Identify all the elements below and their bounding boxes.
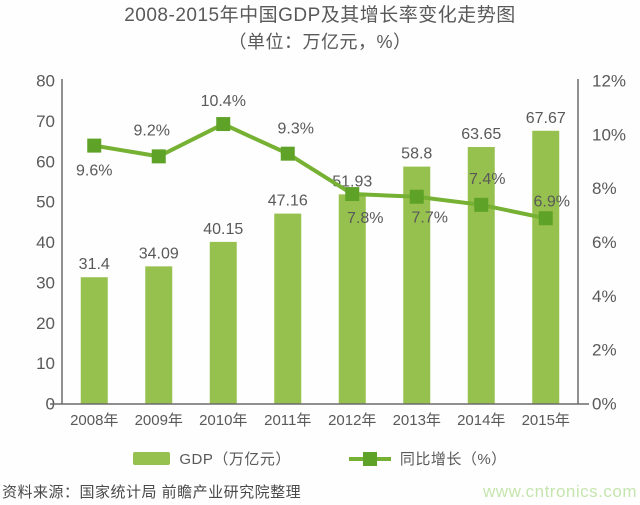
growth-marker <box>216 117 231 132</box>
right-axis-tick-label: 8% <box>592 179 617 198</box>
legend-label-growth: 同比增长（%） <box>399 451 507 468</box>
gdp-bar <box>532 130 560 404</box>
growth-value-label: 9.3% <box>278 121 314 138</box>
left-axis-tick-label: 70 <box>36 112 55 131</box>
growth-marker <box>409 189 424 204</box>
growth-value-label: 7.8% <box>347 210 383 227</box>
growth-line-swatch-icon <box>348 451 391 466</box>
gdp-value-label: 47.16 <box>268 193 308 210</box>
gdp-bar <box>274 213 302 404</box>
gdp-bar-swatch-icon <box>133 452 171 465</box>
watermark-url: www.cntronics.com <box>483 482 637 501</box>
gdp-bar <box>145 266 173 404</box>
growth-value-label: 10.4% <box>201 93 246 110</box>
x-axis-category-label: 2010年 <box>199 412 247 429</box>
growth-line <box>93 121 547 221</box>
chart-subtitle: （单位：万亿元，%） <box>228 32 412 52</box>
growth-marker <box>474 197 489 212</box>
x-axis-category-label: 2012年 <box>328 412 376 429</box>
right-axis-tick-label: 0% <box>592 395 617 414</box>
gdp-value-label: 40.15 <box>203 221 243 238</box>
x-axis-category-label: 2009年 <box>135 412 183 429</box>
legend-label-gdp: GDP（万亿元） <box>179 451 291 468</box>
left-axis-tick-label: 20 <box>36 314 55 333</box>
gdp-bar <box>467 147 495 404</box>
gdp-value-label: 63.65 <box>461 126 501 143</box>
right-axis-tick-label: 12% <box>592 72 626 91</box>
left-axis-tick-label: 10 <box>36 354 55 373</box>
gdp-bar <box>403 166 431 404</box>
growth-value-label: 6.9% <box>534 193 570 210</box>
x-axis-category-label: 2015年 <box>522 412 570 429</box>
gdp-value-label: 31.4 <box>79 256 110 273</box>
left-axis-tick-label: 80 <box>36 72 55 91</box>
growth-marker <box>538 211 553 226</box>
left-axis-tick-label: 50 <box>36 193 55 212</box>
gdp-bar <box>338 194 366 404</box>
growth-marker <box>87 138 102 153</box>
growth-marker <box>280 146 295 161</box>
chart-title: 2008-2015年中国GDP及其增长率变化走势图 <box>124 5 516 26</box>
data-source-text: 资料来源：国家统计局 前瞻产业研究院整理 <box>2 484 302 501</box>
gdp-value-label: 67.67 <box>526 110 566 127</box>
gdp-bar <box>209 241 237 404</box>
growth-marker <box>151 149 166 164</box>
growth-value-label: 9.6% <box>76 163 112 180</box>
growth-value-label: 9.2% <box>134 122 170 139</box>
x-axis-category-label: 2011年 <box>264 412 311 429</box>
legend-item-gdp: GDP（万亿元） <box>133 448 291 469</box>
legend-item-growth: 同比增长（%） <box>348 448 507 469</box>
right-axis-tick-label: 10% <box>592 125 626 144</box>
x-axis-category-label: 2008年 <box>70 412 118 429</box>
gdp-value-label: 58.8 <box>401 146 432 163</box>
footer: 资料来源：国家统计局 前瞻产业研究院整理 www.cntronics.com <box>0 481 640 502</box>
left-axis-tick-label: 60 <box>36 152 55 171</box>
right-axis-tick-label: 2% <box>592 341 617 360</box>
title-block: 2008-2015年中国GDP及其增长率变化走势图 （单位：万亿元，%） <box>0 0 640 55</box>
chart-legend: GDP（万亿元） 同比增长（%） <box>0 448 640 469</box>
growth-value-label: 7.7% <box>412 210 448 227</box>
x-axis-category-label: 2013年 <box>393 412 441 429</box>
chart-canvas: 010203040506070800%2%4%6%8%10%12%31.434.… <box>36 72 626 430</box>
x-axis-category-label: 2014年 <box>457 412 505 429</box>
gdp-bar <box>80 277 108 404</box>
left-axis-tick-label: 30 <box>36 273 55 292</box>
right-axis-tick-label: 6% <box>592 233 617 252</box>
right-axis-tick-label: 4% <box>592 287 617 306</box>
growth-marker <box>345 187 360 202</box>
left-axis-tick-label: 40 <box>36 233 55 252</box>
growth-value-label: 7.4% <box>469 171 505 188</box>
gdp-value-label: 34.09 <box>139 245 179 262</box>
